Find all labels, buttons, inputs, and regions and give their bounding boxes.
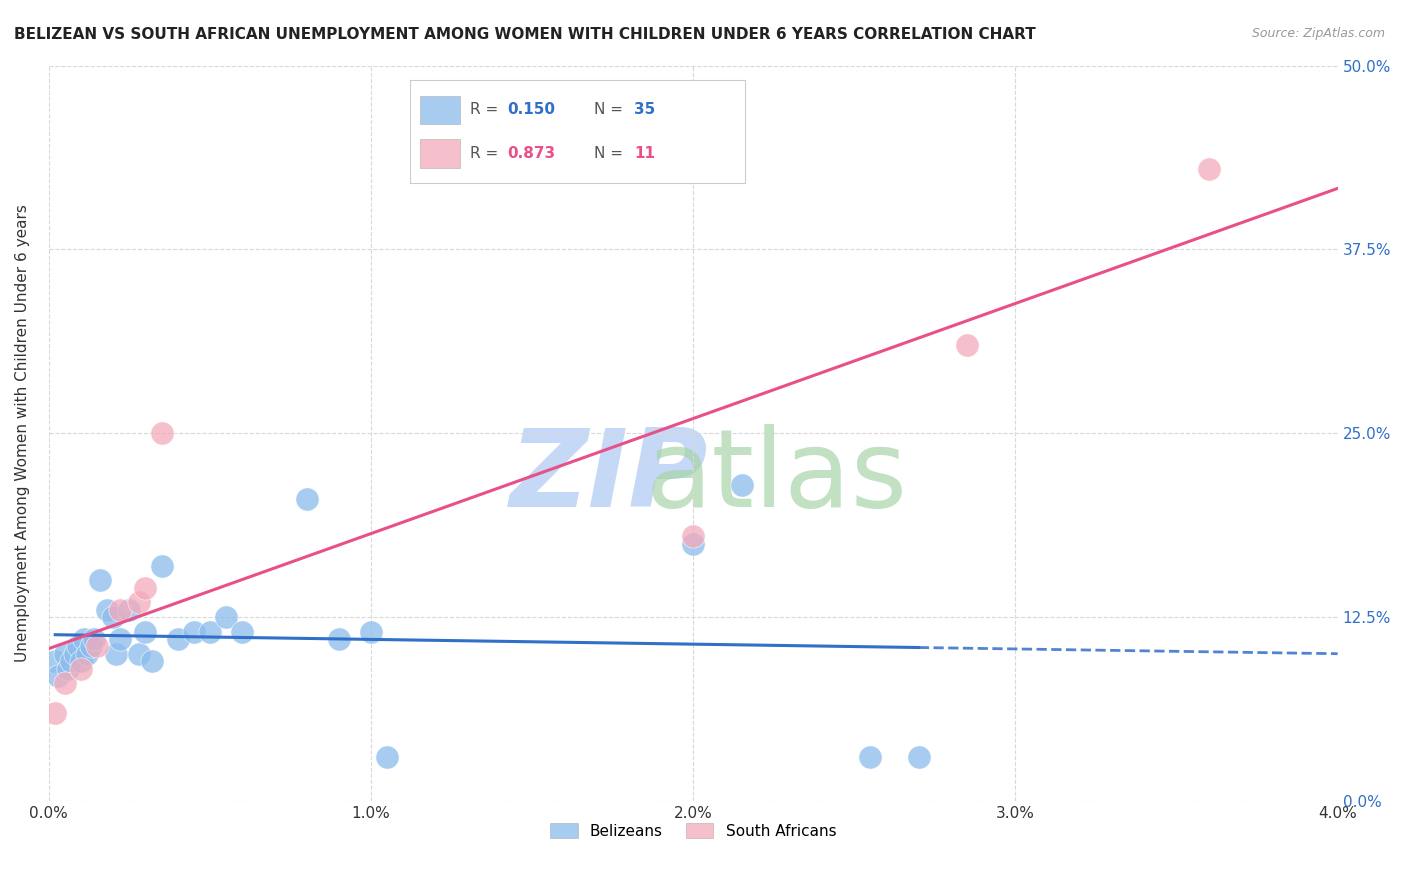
Point <box>198 624 221 639</box>
Text: atlas: atlas <box>645 425 908 531</box>
Point <box>375 749 398 764</box>
Point <box>1198 161 1220 176</box>
Point <box>76 647 98 661</box>
Point <box>44 706 66 720</box>
Point <box>108 632 131 647</box>
Point <box>231 624 253 639</box>
Point <box>360 624 382 639</box>
Point <box>134 581 156 595</box>
Point <box>730 477 752 491</box>
Point <box>70 654 93 668</box>
Point <box>83 632 105 647</box>
Point <box>128 647 150 661</box>
Point <box>53 676 76 690</box>
Point <box>328 632 350 647</box>
Text: ZIP: ZIP <box>510 425 709 531</box>
Point <box>66 640 89 654</box>
Text: Source: ZipAtlas.com: Source: ZipAtlas.com <box>1251 27 1385 40</box>
Point <box>60 654 83 668</box>
Point <box>96 603 118 617</box>
Point <box>89 574 111 588</box>
Point <box>73 632 96 647</box>
Point <box>128 595 150 609</box>
Point <box>70 661 93 675</box>
Point <box>907 749 929 764</box>
Text: BELIZEAN VS SOUTH AFRICAN UNEMPLOYMENT AMONG WOMEN WITH CHILDREN UNDER 6 YEARS C: BELIZEAN VS SOUTH AFRICAN UNEMPLOYMENT A… <box>14 27 1036 42</box>
Point <box>956 338 979 352</box>
Point <box>86 640 108 654</box>
Point <box>103 610 125 624</box>
Point <box>48 669 70 683</box>
Point <box>166 632 188 647</box>
Point <box>150 558 173 573</box>
Point <box>79 640 101 654</box>
Y-axis label: Unemployment Among Women with Children Under 6 years: Unemployment Among Women with Children U… <box>15 204 30 662</box>
Point <box>150 426 173 441</box>
Point <box>141 654 163 668</box>
Point <box>295 492 318 507</box>
Legend: Belizeans, South Africans: Belizeans, South Africans <box>544 816 842 845</box>
Point <box>63 647 86 661</box>
Point <box>118 603 141 617</box>
Point <box>53 647 76 661</box>
Point <box>682 536 704 550</box>
Point <box>215 610 238 624</box>
Point <box>56 661 79 675</box>
Point <box>134 624 156 639</box>
Point <box>682 529 704 543</box>
Point <box>859 749 882 764</box>
Point <box>183 624 205 639</box>
Point <box>108 603 131 617</box>
Point <box>44 654 66 668</box>
Point <box>105 647 128 661</box>
